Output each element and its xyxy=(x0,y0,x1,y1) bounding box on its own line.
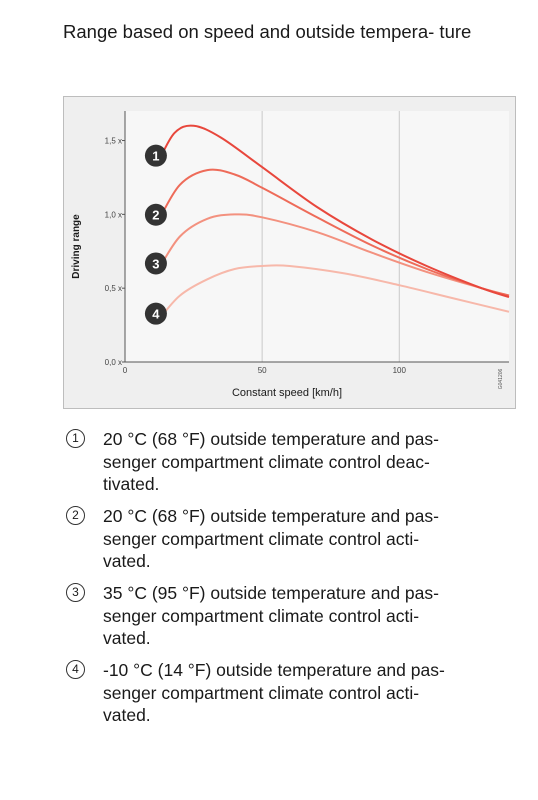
series-marker-2 xyxy=(144,203,167,226)
y-tick-label: 0,0 x xyxy=(105,358,122,367)
series-marker-4 xyxy=(144,302,167,325)
chart-svg: 0,0 x 0,5 x 1,0 x 1,5 x 0 50 100 Constant speed… xyxy=(71,111,510,399)
series-line-1 xyxy=(157,124,510,298)
series-marker-label: 3 xyxy=(152,256,159,271)
plot-area xyxy=(125,111,509,362)
legend-item: 4 -10 °C (14 °F) outside temperature and … xyxy=(66,659,516,727)
series-line-2 xyxy=(157,168,510,297)
legend-number-badge: 3 xyxy=(66,583,85,602)
legend-item: 2 20 °C (68 °F) outside temperature and p… xyxy=(66,505,516,573)
x-tick-label: 50 xyxy=(258,366,267,375)
legend-number-badge: 1 xyxy=(66,429,85,448)
y-tick-label: 1,5 x xyxy=(105,137,122,146)
y-tick-label: 1,0 x xyxy=(105,210,122,219)
range-chart: 0,0 x 0,5 x 1,0 x 1,5 x 0 50 100 Constant speed… xyxy=(63,96,516,409)
y-axis-label: Driving range xyxy=(71,214,82,279)
x-tick-label: 0 xyxy=(123,366,128,375)
legend-text: -10 °C (14 °F) outside temperature and p… xyxy=(103,660,445,725)
series-marker-3 xyxy=(144,252,167,275)
legend-item: 3 35 °C (95 °F) outside temperature and p… xyxy=(66,582,516,650)
series-marker-label: 2 xyxy=(152,208,159,223)
series-marker-label: 4 xyxy=(152,307,160,322)
series-line-4 xyxy=(157,264,510,322)
legend-list: 1 20 °C (68 °F) outside temperature and p… xyxy=(66,428,516,736)
series-line-3 xyxy=(157,213,510,297)
series-marker-label: 1 xyxy=(152,149,159,164)
page-heading: Range based on speed and outside tempera… xyxy=(63,21,472,42)
legend-text: 20 °C (68 °F) outside temperature and pa… xyxy=(103,506,439,571)
y-tick-label: 0,5 x xyxy=(105,284,122,293)
x-axis-label: Constant speed [km/h] xyxy=(232,387,342,399)
legend-text: 20 °C (68 °F) outside temperature and pa… xyxy=(103,429,439,494)
legend-text: 35 °C (95 °F) outside temperature and pa… xyxy=(103,583,439,648)
x-tick-label: 100 xyxy=(393,366,407,375)
legend-number-badge: 4 xyxy=(66,660,85,679)
legend-number-badge: 2 xyxy=(66,506,85,525)
series-marker-1 xyxy=(144,144,167,167)
legend-item: 1 20 °C (68 °F) outside temperature and p… xyxy=(66,428,516,496)
figure-code-label: G041206 xyxy=(498,368,504,389)
